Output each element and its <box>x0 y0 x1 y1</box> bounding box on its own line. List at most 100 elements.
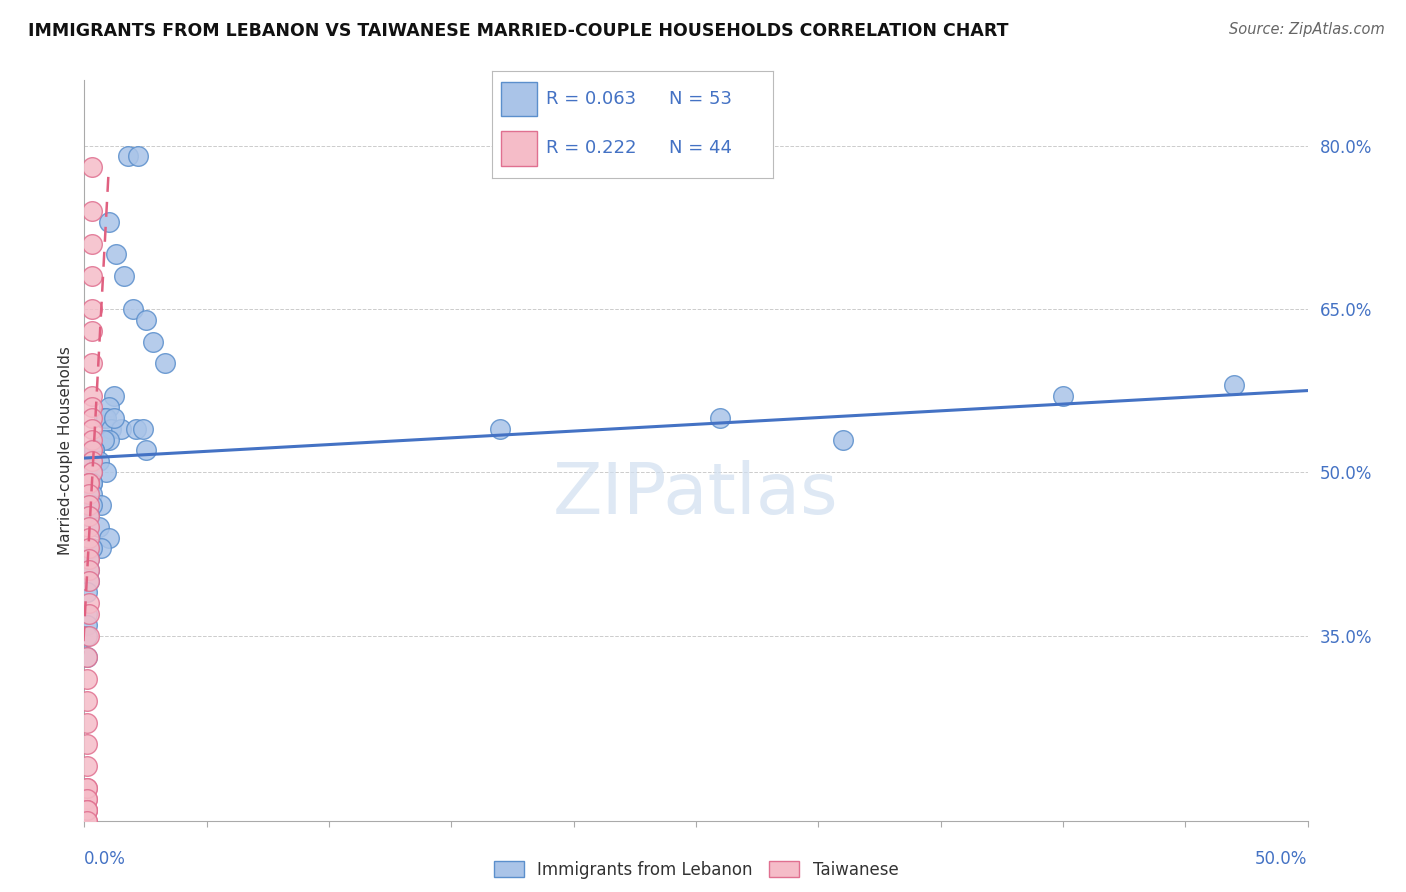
Point <box>76 585 98 599</box>
Point <box>76 814 98 828</box>
Point <box>153 356 176 370</box>
Point <box>80 324 103 338</box>
Point <box>1223 378 1246 392</box>
FancyBboxPatch shape <box>501 131 537 166</box>
Point <box>831 433 853 447</box>
Point <box>76 672 98 686</box>
Point <box>76 792 98 806</box>
Point <box>77 476 100 491</box>
Point <box>77 574 100 588</box>
Point <box>76 607 98 621</box>
Point <box>80 422 103 436</box>
Point <box>76 715 98 730</box>
Point <box>80 476 103 491</box>
Point <box>80 389 103 403</box>
Point <box>83 443 105 458</box>
Y-axis label: Married-couple Households: Married-couple Households <box>58 346 73 555</box>
Legend: Immigrants from Lebanon, Taiwanese: Immigrants from Lebanon, Taiwanese <box>494 861 898 879</box>
Point <box>77 476 100 491</box>
Point <box>100 422 122 436</box>
Point <box>110 422 132 436</box>
Point <box>80 498 103 512</box>
Point <box>76 650 98 665</box>
Point <box>76 803 98 817</box>
Point <box>76 780 98 795</box>
Point <box>76 650 98 665</box>
Point <box>132 422 155 436</box>
Point <box>112 269 135 284</box>
Point <box>97 433 120 447</box>
Point <box>709 410 731 425</box>
Point <box>122 301 145 316</box>
Point <box>135 443 157 458</box>
Point <box>87 454 110 468</box>
Point <box>135 313 157 327</box>
Point <box>76 738 98 752</box>
Point <box>77 552 100 566</box>
Point <box>76 803 98 817</box>
Point <box>97 400 120 414</box>
Point <box>127 149 149 163</box>
Point <box>80 433 103 447</box>
Point <box>489 422 512 436</box>
Point <box>76 694 98 708</box>
Point <box>1052 389 1074 403</box>
Text: R = 0.063: R = 0.063 <box>546 90 636 108</box>
Point <box>90 498 112 512</box>
Point <box>80 301 103 316</box>
Point <box>97 531 120 545</box>
Point <box>142 334 165 349</box>
Point <box>76 628 98 642</box>
Point <box>77 487 100 501</box>
Point <box>77 531 100 545</box>
FancyBboxPatch shape <box>501 82 537 116</box>
Point <box>76 617 98 632</box>
Point <box>80 400 103 414</box>
Point <box>80 476 103 491</box>
Text: ZIPatlas: ZIPatlas <box>553 460 839 529</box>
Point <box>77 508 100 523</box>
Point <box>77 541 100 556</box>
Point <box>93 433 115 447</box>
Point <box>77 596 100 610</box>
Point <box>80 356 103 370</box>
Point <box>77 508 100 523</box>
Point <box>80 454 103 468</box>
Point <box>76 814 98 828</box>
Point <box>80 454 103 468</box>
Point <box>77 607 100 621</box>
Point <box>80 410 103 425</box>
Point <box>77 519 100 533</box>
Point <box>117 149 139 163</box>
Point <box>93 410 115 425</box>
Point <box>97 215 120 229</box>
Text: 50.0%: 50.0% <box>1256 850 1308 868</box>
Point <box>77 563 100 577</box>
Point <box>77 487 100 501</box>
Point <box>96 465 118 479</box>
Point <box>125 422 148 436</box>
Point <box>76 792 98 806</box>
Point <box>77 508 100 523</box>
Text: N = 53: N = 53 <box>669 90 733 108</box>
Point <box>80 465 103 479</box>
Point <box>96 410 118 425</box>
Point <box>80 236 103 251</box>
Point <box>103 389 125 403</box>
Point <box>77 563 100 577</box>
Point <box>83 443 105 458</box>
Point <box>105 247 128 261</box>
Point <box>76 780 98 795</box>
Text: Source: ZipAtlas.com: Source: ZipAtlas.com <box>1229 22 1385 37</box>
Point <box>77 508 100 523</box>
Point <box>87 519 110 533</box>
Point <box>103 410 125 425</box>
Point <box>77 498 100 512</box>
Point <box>77 574 100 588</box>
Text: 0.0%: 0.0% <box>84 850 127 868</box>
Point <box>90 541 112 556</box>
Point <box>80 487 103 501</box>
Point <box>77 628 100 642</box>
Point <box>80 161 103 175</box>
Point <box>80 465 103 479</box>
